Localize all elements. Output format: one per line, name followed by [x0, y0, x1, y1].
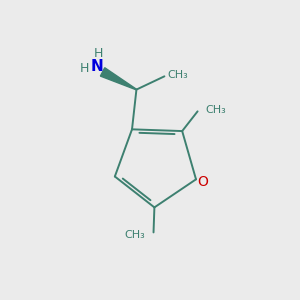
Text: O: O — [197, 175, 208, 189]
Text: H: H — [79, 61, 89, 75]
Polygon shape — [100, 68, 136, 90]
Text: N: N — [91, 59, 103, 74]
Text: CH₃: CH₃ — [206, 105, 226, 115]
Text: CH₃: CH₃ — [124, 230, 145, 240]
Text: H: H — [94, 47, 104, 60]
Text: CH₃: CH₃ — [167, 70, 188, 80]
